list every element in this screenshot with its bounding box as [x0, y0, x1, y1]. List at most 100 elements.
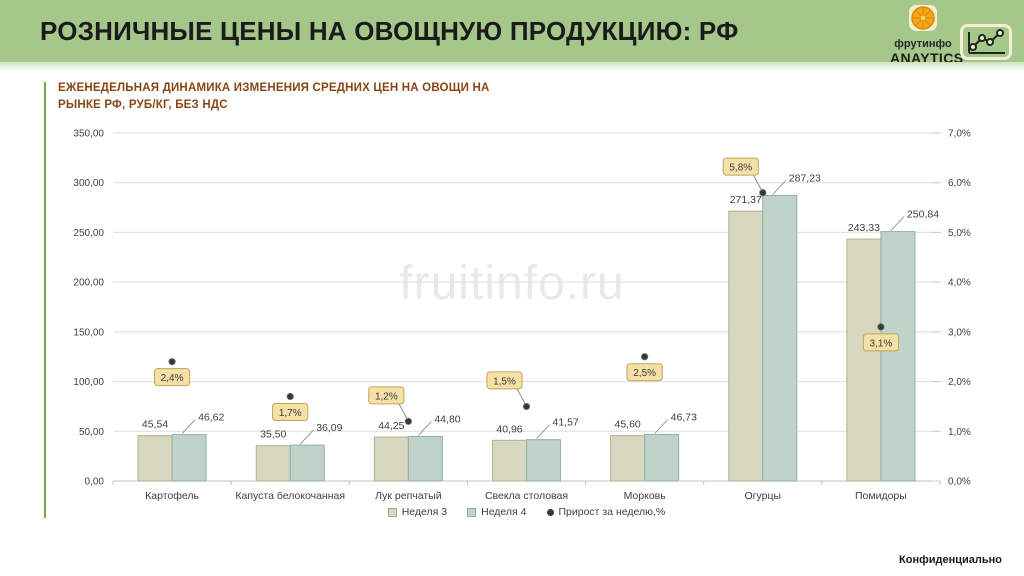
page-title: РОЗНИЧНЫЕ ЦЕНЫ НА ОВОЩНУЮ ПРОДУКЦИЮ: РФ — [40, 16, 739, 46]
value-label-week4: 46,73 — [671, 412, 697, 424]
bar-week3 — [137, 435, 173, 482]
value-label-week3: 45,54 — [142, 419, 168, 431]
value-label-leader — [890, 216, 905, 231]
callout-leader — [398, 403, 408, 420]
growth-callout — [272, 402, 309, 421]
category-label: Лук репчатый — [375, 490, 442, 502]
bar-week4 — [526, 439, 561, 482]
value-label-week3: 243,33 — [848, 222, 880, 234]
value-label-week4: 41,57 — [553, 417, 579, 429]
week3-swatch — [387, 507, 397, 517]
growth-dot — [522, 402, 531, 411]
value-label-week4: 46,62 — [198, 412, 224, 424]
chart-legend: Неделя 3 Неделя 4 Прирост за неделю,% — [113, 506, 940, 518]
y-right-tick-label: 4,0% — [948, 278, 971, 289]
legend-label-growth: Прирост за неделю,% — [558, 506, 666, 518]
value-label-week3: 45,60 — [615, 419, 641, 431]
growth-dot — [168, 358, 176, 366]
y-left-tick-label: 150,00 — [73, 327, 104, 338]
growth-dot-swatch — [546, 508, 554, 516]
growth-callout — [486, 371, 523, 390]
legend-item-week4: Неделя 4 — [467, 506, 527, 518]
y-left-tick-label: 200,00 — [73, 278, 104, 289]
value-label-week4: 36,09 — [316, 422, 342, 434]
y-right-tick-label: 1,0% — [948, 427, 971, 438]
growth-callout-label: 1,5% — [493, 376, 516, 387]
growth-callout — [862, 333, 900, 352]
growth-callout — [153, 368, 191, 387]
value-label-week4: 44,80 — [434, 413, 460, 425]
category-label: Свекла столовая — [485, 490, 568, 502]
growth-dot — [759, 189, 767, 197]
legend-item-growth: Прирост за неделю,% — [546, 506, 666, 518]
value-label-leader — [181, 419, 196, 434]
callout-leader — [516, 388, 526, 405]
confidential-label: Конфиденциально — [899, 554, 1002, 566]
y-left-tick-label: 250,00 — [73, 228, 104, 239]
header-strip — [0, 62, 1024, 71]
value-label-week3: 40,96 — [496, 423, 522, 435]
legend-item-week3: Неделя 3 — [387, 506, 448, 518]
growth-callout-label: 1,2% — [375, 391, 398, 402]
bar-week4 — [644, 434, 680, 482]
growth-dot — [877, 323, 885, 331]
y-right-tick-label: 3,0% — [948, 327, 971, 338]
y-left-tick-label: 300,00 — [73, 178, 104, 189]
brand-block: фрутинфо ANAYTICS — [890, 4, 963, 66]
watermark: fruitinfo.ru — [399, 257, 625, 310]
bar-week3 — [373, 436, 409, 482]
legend-label-week3: Неделя 3 — [401, 506, 448, 518]
growth-callout-label: 2,4% — [161, 373, 184, 384]
y-left-tick-label: 50,00 — [79, 427, 104, 438]
bar-week4 — [880, 231, 916, 482]
y-right-tick-label: 0,0% — [948, 477, 971, 488]
category-label: Помидоры — [855, 490, 907, 502]
category-label: Огурцы — [745, 490, 782, 502]
category-label: Морковь — [624, 490, 667, 502]
category-label: Картофель — [145, 490, 199, 502]
value-label-week3: 271,37 — [730, 194, 762, 206]
value-label-week3: 44,25 — [378, 420, 404, 432]
growth-dot — [404, 417, 412, 425]
brand-name: фрутинфо — [894, 38, 952, 50]
bar-week3 — [255, 445, 291, 482]
y-right-tick-label: 6,0% — [948, 178, 971, 189]
growth-dot — [286, 392, 294, 401]
bar-week3 — [728, 210, 764, 482]
y-right-tick-label: 5,0% — [948, 228, 971, 239]
growth-callout — [722, 157, 759, 176]
growth-callout — [626, 363, 663, 382]
bar-week4 — [289, 444, 325, 482]
y-right-tick-label: 2,0% — [948, 377, 971, 388]
value-label-leader — [654, 419, 669, 434]
bar-week4 — [171, 434, 207, 482]
accent-line — [44, 82, 46, 518]
value-label-leader — [299, 429, 314, 445]
growth-callout-label: 5,8% — [729, 163, 752, 174]
bar-week3 — [846, 238, 882, 482]
orange-fruit-icon — [909, 5, 937, 31]
value-label-week4: 287,23 — [789, 172, 821, 184]
value-label-leader — [536, 424, 550, 440]
y-right-tick-label: 7,0% — [948, 129, 971, 140]
growth-callout — [368, 386, 405, 405]
value-label-week4: 250,84 — [907, 209, 939, 221]
y-left-tick-label: 0,00 — [85, 477, 105, 488]
bar-week3 — [610, 435, 646, 482]
growth-callout-label: 3,1% — [870, 338, 893, 349]
bar-week3 — [492, 439, 527, 482]
category-label: Капуста белокочанная — [235, 490, 345, 502]
value-label-leader — [417, 421, 432, 436]
bar-week4 — [407, 435, 443, 482]
line-chart-icon — [960, 24, 1012, 60]
callout-leader — [752, 174, 763, 191]
value-label-week3: 35,50 — [260, 429, 286, 441]
header: РОЗНИЧНЫЕ ЦЕНЫ НА ОВОЩНУЮ ПРОДУКЦИЮ: РФ … — [0, 0, 1024, 66]
chart-title: ЕЖЕНЕДЕЛЬНАЯ ДИНАМИКА ИЗМЕНЕНИЯ СРЕДНИХ … — [58, 82, 490, 111]
value-label-leader — [772, 180, 787, 195]
growth-callout-label: 2,5% — [633, 368, 656, 379]
bar-chart: 0,00 0,0% 50,00 1,0% 100,00 2,0% 150,00 3,0% 200… — [73, 129, 971, 503]
growth-callout-label: 1,7% — [279, 408, 302, 419]
growth-dot — [641, 353, 649, 361]
